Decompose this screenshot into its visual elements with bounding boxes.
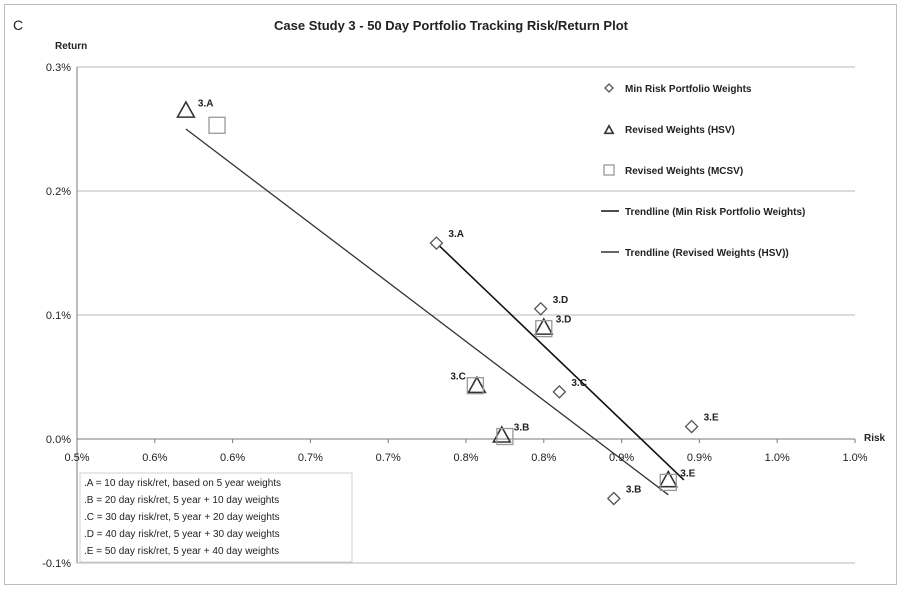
y-tick-label: -0.1% [42,558,71,570]
x-tick-label: 0.5% [64,452,89,464]
x-tick-label: 0.8% [453,452,478,464]
legend-label: Revised Weights (MCSV) [625,166,743,177]
mcsv-point [535,319,553,338]
x-tick-label: 1.0% [765,452,790,464]
hsv-point [658,469,679,488]
data-points: 3.A 3.B 3.C 3.D 3.E 3.A 3.B 3.C 3.D 3.E [176,98,719,506]
y-tick-label: 0.0% [46,434,71,446]
point-label: 3.C [571,378,587,389]
hsv-point [534,317,554,335]
x-tick-label: 0.6% [142,452,167,464]
mcsv-point [659,473,677,492]
trendline [185,128,669,496]
gridlines [77,66,855,564]
mcsv-point [496,427,514,446]
y-tick-label: 0.1% [46,310,71,322]
hsv-point [176,100,196,118]
x-tick-label: 0.9% [687,452,712,464]
legend-triangle-icon [603,124,615,135]
point-label: 3.E [680,468,695,479]
axes [76,67,856,563]
point-label: 3.E [704,413,719,424]
note-line: .A = 10 day risk/ret, based on 5 year we… [84,478,281,489]
min-risk-point [606,491,621,506]
trendline [435,242,685,481]
hsv-point [492,425,512,443]
y-tick-label: 0.3% [46,62,71,74]
chart-title: Case Study 3 - 50 Day Portfolio Tracking… [274,18,629,33]
legend-square-icon [603,164,615,176]
note-line: .E = 50 day risk/ret, 5 year + 40 day we… [84,546,279,557]
x-tick-label: 0.9% [609,452,634,464]
point-label: 3.D [556,315,572,326]
legend-label: Trendline (Min Risk Portfolio Weights) [625,207,805,218]
point-label: 3.D [553,295,569,306]
min-risk-point [533,301,548,316]
min-risk-point [684,419,699,434]
x-tick-label: 0.8% [531,452,556,464]
point-label: 3.A [448,229,464,240]
note-line: .B = 20 day risk/ret, 5 year + 10 day we… [84,495,279,506]
trendlines [185,128,685,496]
x-tick-label: 0.7% [376,452,401,464]
legend-label: Trendline (Revised Weights (HSV)) [625,248,789,259]
panel-letter: C [13,17,23,33]
mcsv-point [208,116,226,134]
y-axis-label: Return [55,41,87,52]
legend-diamond-icon [604,83,614,93]
x-tick-label: 0.7% [298,452,323,464]
legend-label: Revised Weights (HSV) [625,125,735,136]
x-tick-labels: 0.5% 0.6% 0.6% 0.7% 0.7% 0.8% 0.8% 0.9% 0.9% 1.0%… [64,452,867,464]
min-risk-point [552,384,567,399]
point-label: 3.C [450,372,466,383]
y-tick-label: 0.2% [46,186,71,198]
legend: Min Risk Portfolio Weights Revised Weight… [601,83,805,259]
y-tick-labels: 0.3% 0.2% 0.1% 0.0% -0.1% [42,62,71,570]
note-line: .D = 40 day risk/ret, 5 year + 30 day we… [84,529,280,540]
note-line: .C = 30 day risk/ret, 5 year + 20 day we… [84,512,280,523]
point-label: 3.B [514,422,530,433]
notes-background [79,472,353,563]
legend-label: Min Risk Portfolio Weights [625,84,752,95]
point-label: 3.B [626,485,642,496]
x-tick-label: 1.0% [842,452,867,464]
mcsv-point [466,377,484,395]
min-risk-point [429,236,444,250]
notes-box: .A = 10 day risk/ret, based on 5 year we… [79,472,353,563]
hsv-point [467,375,487,394]
x-axis-label: Risk [864,433,886,444]
point-label: 3.A [198,98,214,109]
x-tick-label: 0.6% [220,452,245,464]
